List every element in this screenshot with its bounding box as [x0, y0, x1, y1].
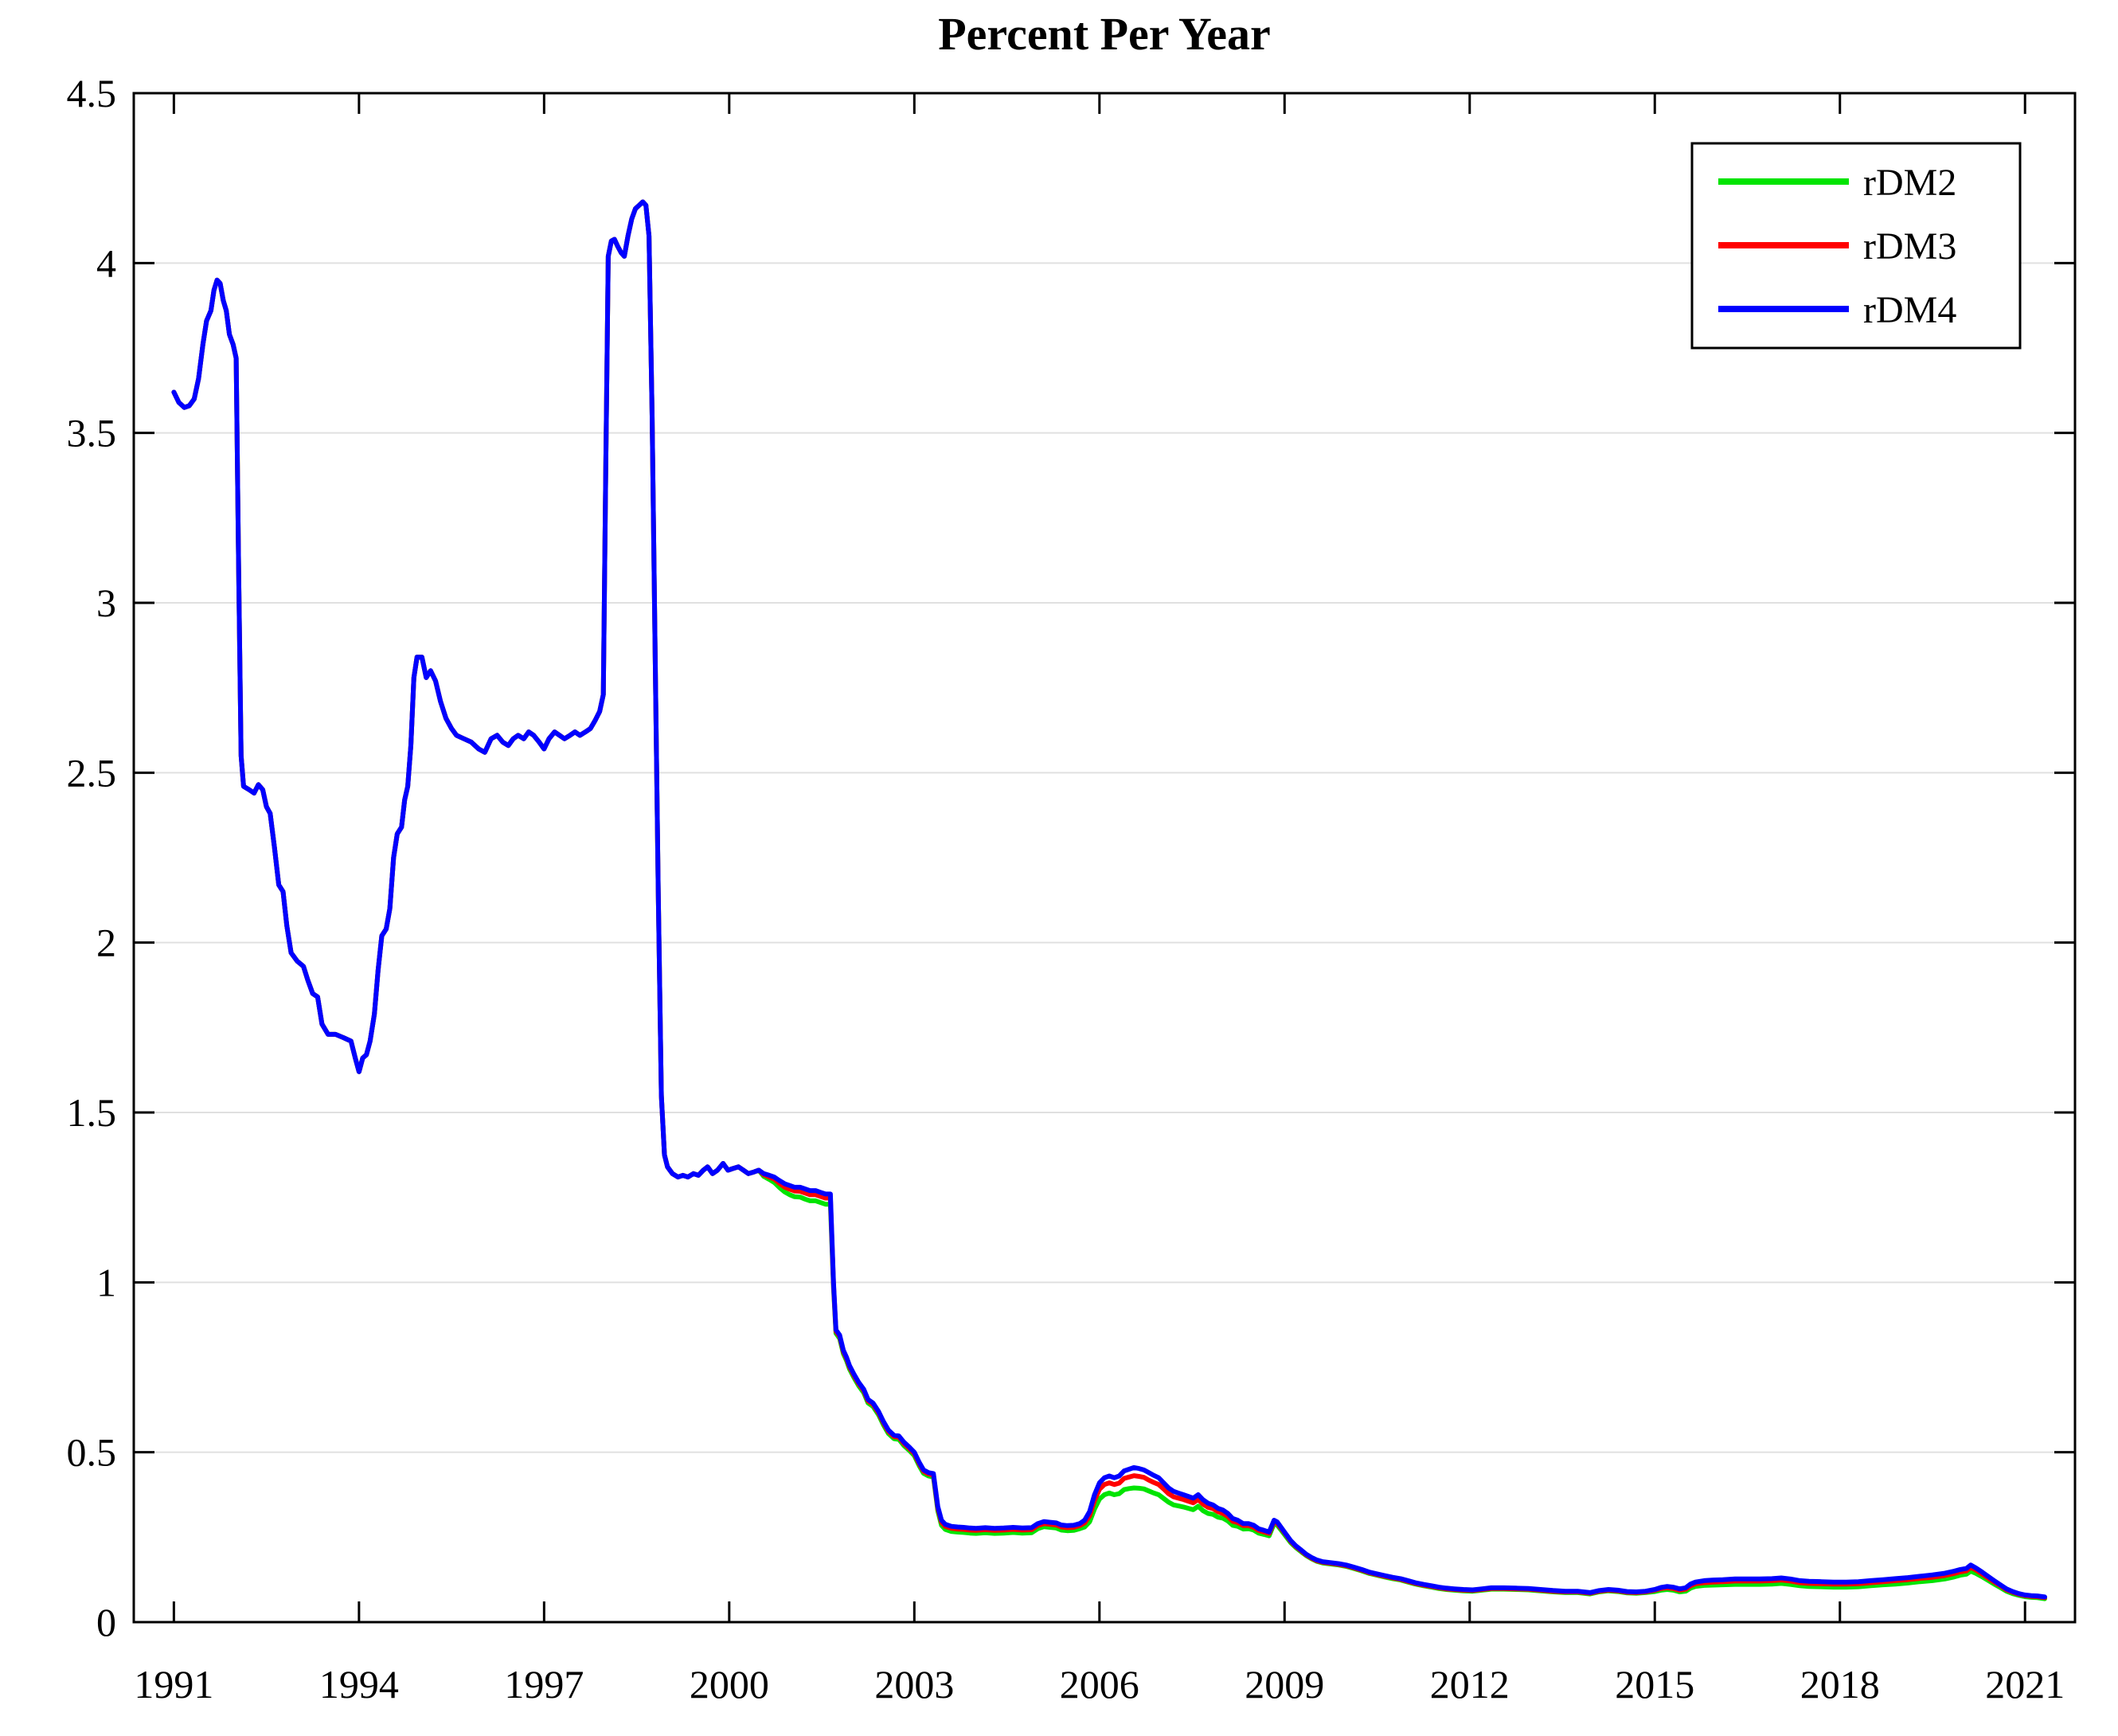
legend-item: rDM4	[1718, 289, 1956, 331]
x-axis-labels: 1991 1994 1997 2000 2003 2006 2009 2012 2015 2018…	[134, 1662, 2065, 1707]
y-tick-label: 1.5	[67, 1090, 117, 1135]
x-tick-label: 1991	[134, 1662, 213, 1707]
y-axis-labels: 0 0.5 1 1.5 2 2.5 3 3.5 4 4.5	[67, 71, 117, 1644]
legend-item: rDM3	[1718, 225, 1956, 268]
x-tick-label: 1994	[319, 1662, 399, 1707]
y-tick-label: 3.5	[67, 411, 117, 456]
legend: rDM2 rDM3 rDM4	[1690, 142, 2022, 350]
plot-frame	[132, 92, 2077, 1624]
x-tick-label: 2015	[1615, 1662, 1694, 1707]
y-tick-label: 0	[96, 1600, 116, 1644]
gridlines	[135, 262, 2073, 1453]
x-tick-label: 2018	[1800, 1662, 1880, 1707]
legend-label-rdm4: rDM4	[1863, 289, 1956, 331]
y-tick-label: 4	[96, 240, 116, 285]
legend-label-rdm2: rDM2	[1863, 162, 1956, 204]
y-tick-label: 2	[96, 921, 116, 965]
x-tick-label: 2012	[1430, 1662, 1510, 1707]
y-tick-label: 4.5	[67, 71, 117, 115]
x-tick-label: 2003	[874, 1662, 954, 1707]
y-tick-label: 2.5	[67, 750, 117, 795]
series-lines	[171, 199, 2047, 1601]
x-tick-label: 2021	[1985, 1662, 2065, 1707]
y-tick-label: 0.5	[67, 1430, 117, 1475]
axis-ticks	[134, 92, 2075, 1624]
legend-label-rdm3: rDM3	[1863, 225, 1956, 268]
y-tick-label: 3	[96, 581, 116, 625]
x-tick-label: 2009	[1245, 1662, 1324, 1707]
x-tick-label: 2000	[690, 1662, 769, 1707]
legend-item: rDM2	[1718, 162, 1956, 204]
x-tick-label: 1997	[504, 1662, 584, 1707]
x-tick-label: 2006	[1060, 1662, 1139, 1707]
chart-title: Percent Per Year	[938, 8, 1271, 60]
y-tick-label: 1	[96, 1260, 116, 1304]
series-rdm4-line	[171, 199, 2047, 1600]
